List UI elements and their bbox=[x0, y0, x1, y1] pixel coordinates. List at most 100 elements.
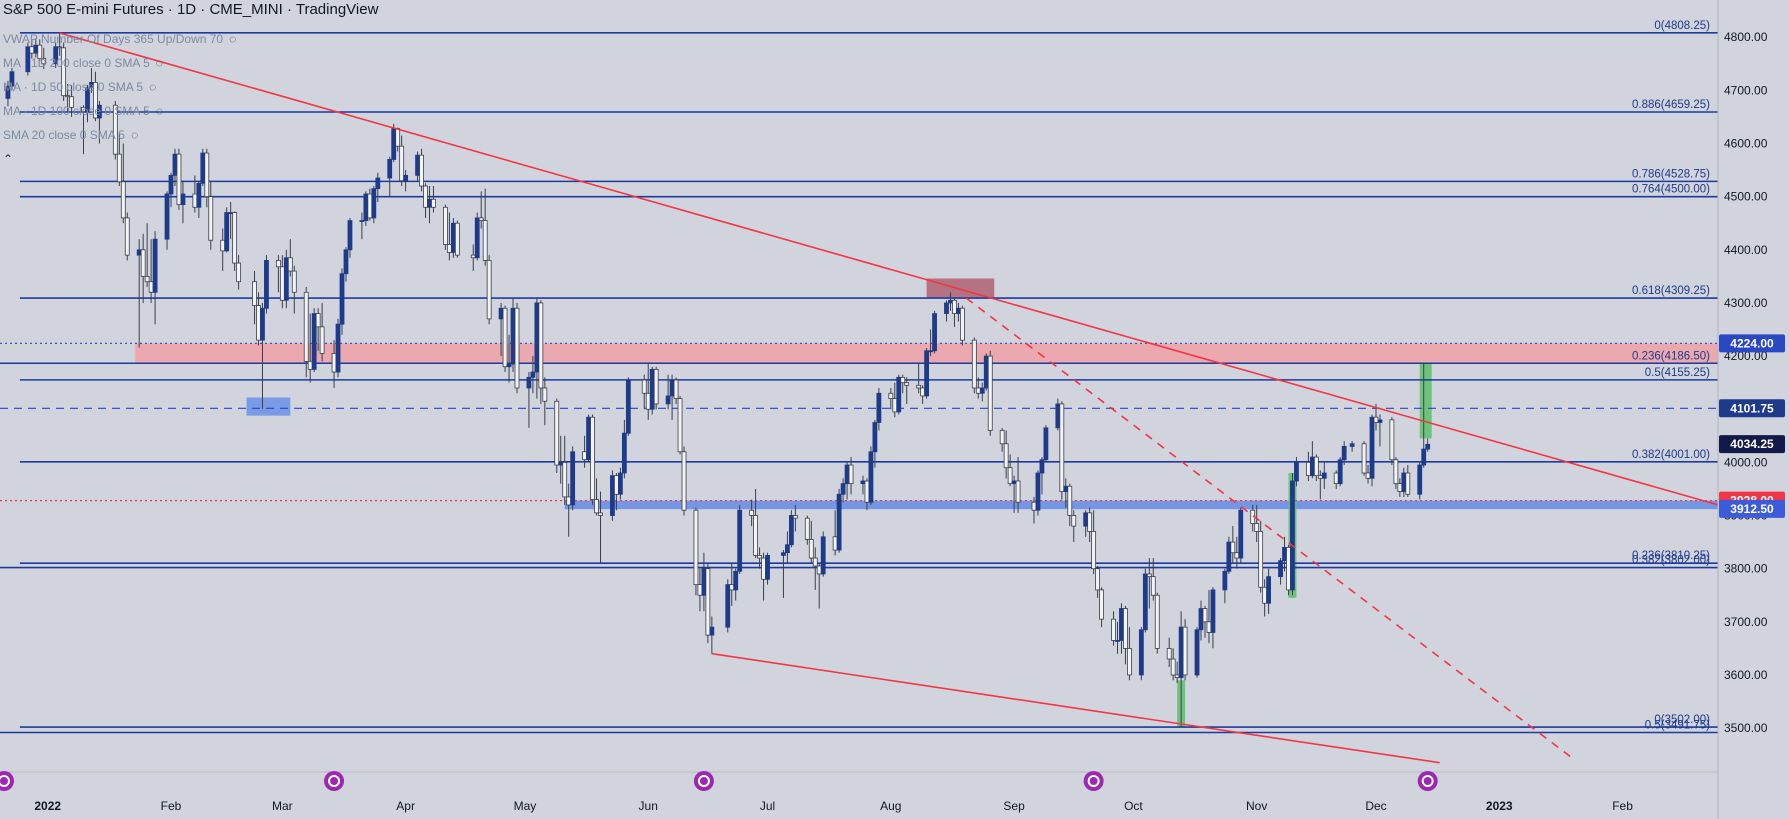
event-marker-icon-0[interactable] bbox=[0, 771, 14, 791]
candle-body-191 bbox=[1115, 640, 1120, 642]
indicator-vwap-label: VWAP Number Of Days 365 Up/Down 70 bbox=[3, 32, 224, 46]
price-badge-1 bbox=[1719, 399, 1785, 418]
candle-body-129 bbox=[757, 554, 762, 559]
event-marker-icon-2[interactable] bbox=[693, 771, 714, 791]
indicator-sma-20-label: SMA 20 close 0 SMA 5 bbox=[3, 128, 126, 142]
candle-body-48 bbox=[287, 257, 293, 272]
candle-body-34 bbox=[204, 152, 210, 198]
candle-body-130 bbox=[761, 557, 766, 580]
candle-body-168 bbox=[979, 387, 985, 394]
candle-body-149 bbox=[872, 422, 878, 453]
candle-body-24 bbox=[148, 281, 154, 293]
candle-body-68 bbox=[399, 145, 405, 182]
candle-body-50 bbox=[303, 291, 309, 362]
candle-body-64 bbox=[375, 177, 381, 190]
candle-body-131 bbox=[765, 554, 770, 580]
candle-body-242 bbox=[1401, 472, 1407, 493]
event-marker-icon-3[interactable] bbox=[1083, 771, 1104, 791]
candle-body-17 bbox=[112, 104, 118, 155]
price-badge-label-2: 4034.25 bbox=[1730, 437, 1774, 451]
candle-body-88 bbox=[514, 307, 520, 389]
candle-body-45 bbox=[275, 260, 281, 268]
candle-body-52 bbox=[311, 313, 317, 370]
time-tick-4: May bbox=[514, 799, 537, 813]
candle-body-109 bbox=[641, 379, 647, 394]
candle-body-144 bbox=[844, 464, 850, 485]
candle-body-158 bbox=[924, 350, 930, 397]
indicator-ma-100[interactable]: MA · 1D 100 close 0 SMA 5 ◌ bbox=[3, 99, 236, 123]
candle-body-29 bbox=[176, 153, 182, 206]
candle-body-90 bbox=[530, 371, 536, 378]
time-tick-12: 2023 bbox=[1486, 799, 1513, 813]
candle-body-82 bbox=[482, 220, 488, 261]
candle-body-212 bbox=[1230, 541, 1236, 554]
candle-body-124 bbox=[729, 584, 735, 591]
candle-body-25 bbox=[152, 238, 158, 293]
indicator-ma-50[interactable]: MA · 1D 50 close 0 SMA 5 ◌ bbox=[3, 75, 236, 99]
fib-level-label-5: 0.236(4186.50) bbox=[1632, 350, 1710, 362]
price-badge-2 bbox=[1719, 435, 1785, 454]
candle-body-136 bbox=[804, 517, 810, 540]
candle-body-234 bbox=[1361, 443, 1367, 474]
eye-hidden-icon[interactable]: ◌ bbox=[131, 128, 139, 142]
candle-body-221 bbox=[1282, 547, 1287, 562]
candle-body-192 bbox=[1119, 608, 1124, 641]
candle-body-213 bbox=[1234, 552, 1240, 559]
eye-hidden-icon[interactable]: ◌ bbox=[155, 56, 163, 70]
candle-body-232 bbox=[1341, 446, 1347, 461]
candle-body-44 bbox=[264, 260, 269, 309]
candle-body-235 bbox=[1365, 472, 1371, 479]
event-marker-ring-4 bbox=[1421, 775, 1434, 787]
collapse-indicators-chevron-icon[interactable]: ⌃ bbox=[3, 152, 14, 166]
indicator-sma-20[interactable]: SMA 20 close 0 SMA 5 ◌ bbox=[3, 123, 236, 147]
indicator-vwap[interactable]: VWAP Number Of Days 365 Up/Down 70 ◌ bbox=[3, 27, 236, 51]
candle-body-18 bbox=[116, 153, 122, 183]
candle-body-244 bbox=[1417, 464, 1423, 495]
candle-body-11 bbox=[69, 96, 74, 108]
candle-body-180 bbox=[1055, 403, 1061, 429]
candle-body-153 bbox=[896, 376, 902, 413]
candle-body-204 bbox=[1182, 626, 1188, 676]
candle-body-62 bbox=[367, 193, 373, 219]
time-tick-5: Jun bbox=[639, 799, 658, 813]
candle-body-22 bbox=[140, 249, 146, 277]
price-badge-label-1: 4101.75 bbox=[1730, 401, 1774, 415]
candle-body-224 bbox=[1294, 461, 1299, 482]
fib-level-label-10: 0(3502.00) bbox=[1654, 714, 1710, 726]
candle-body-208 bbox=[1206, 621, 1212, 633]
candle-body-218 bbox=[1262, 586, 1268, 604]
candle-body-36 bbox=[220, 239, 226, 252]
candle-body-203 bbox=[1178, 626, 1184, 679]
eye-hidden-icon[interactable]: ◌ bbox=[149, 80, 157, 94]
candle-body-103 bbox=[598, 512, 603, 516]
candle-body-86 bbox=[506, 363, 512, 368]
candle-body-146 bbox=[860, 480, 866, 485]
indicator-ma-200[interactable]: MA · 1D 200 close 0 SMA 5 ◌ bbox=[3, 51, 236, 75]
candle-body-170 bbox=[987, 355, 993, 431]
candle-body-119 bbox=[697, 584, 703, 596]
candle-body-56 bbox=[335, 323, 341, 373]
candle-body-231 bbox=[1337, 459, 1343, 485]
candle-body-110 bbox=[645, 392, 651, 410]
candle-body-139 bbox=[816, 565, 822, 575]
candle-body-26 bbox=[164, 193, 170, 240]
eye-hidden-icon[interactable]: ◌ bbox=[155, 104, 163, 118]
candle-body-118 bbox=[693, 509, 699, 586]
price-badge-0 bbox=[1719, 334, 1785, 353]
candle-body-23 bbox=[144, 275, 150, 283]
candle-body-134 bbox=[788, 515, 794, 546]
event-marker-icon-4[interactable] bbox=[1417, 771, 1438, 791]
candle-body-19 bbox=[120, 181, 126, 219]
candle-body-143 bbox=[840, 483, 846, 495]
event-marker-icon-1[interactable] bbox=[324, 771, 345, 791]
fib-level-label-9: 0.382(3802.00) bbox=[1632, 555, 1710, 567]
eye-hidden-icon[interactable]: ◌ bbox=[229, 32, 237, 46]
event-marker-ring-1 bbox=[328, 775, 341, 787]
candle-body-237 bbox=[1373, 416, 1379, 423]
candle-body-230 bbox=[1333, 472, 1339, 485]
box-zone-3 bbox=[926, 278, 995, 299]
candle-body-37 bbox=[224, 212, 230, 252]
candle-body-0 bbox=[5, 85, 11, 99]
candle-body-202 bbox=[1174, 674, 1180, 679]
